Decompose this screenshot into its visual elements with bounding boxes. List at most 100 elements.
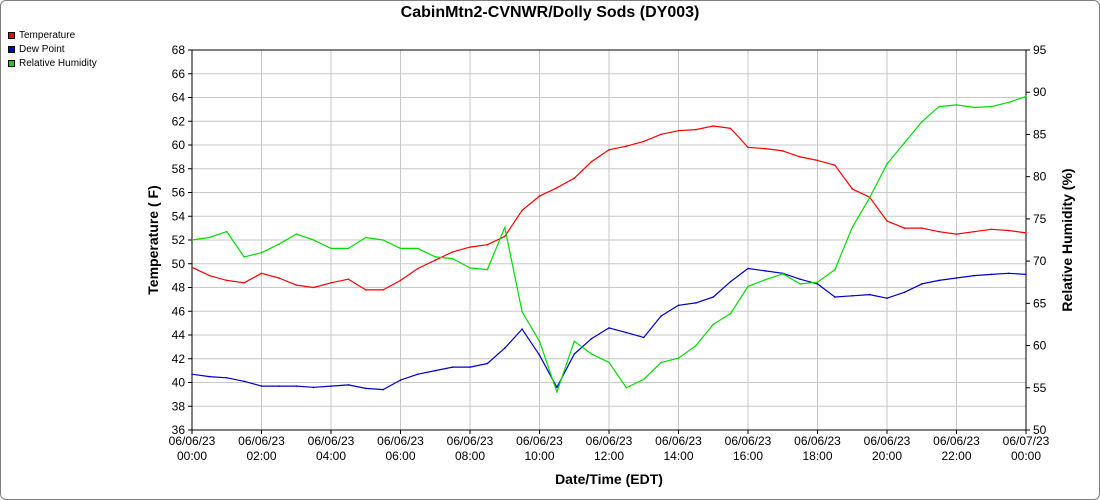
x-tick-time: 12:00 bbox=[594, 449, 624, 463]
y-tick-label: 68 bbox=[172, 43, 186, 57]
x-tick-date: 06/06/23 bbox=[864, 434, 911, 448]
data-point-temperature bbox=[903, 227, 906, 229]
legend-label-temperature: Temperature bbox=[19, 29, 76, 41]
y2-tick-label: 70 bbox=[1033, 254, 1047, 268]
x-tick-time: 10:00 bbox=[524, 449, 554, 463]
data-point-temperature bbox=[486, 243, 489, 246]
data-point-temperature bbox=[260, 272, 263, 275]
data-point-temperature bbox=[729, 127, 732, 130]
data-point-relative-humidity bbox=[816, 281, 819, 284]
x-tick-time: 00:00 bbox=[177, 449, 207, 463]
x-tick-time: 18:00 bbox=[802, 449, 832, 463]
x-tick-date: 06/06/23 bbox=[933, 434, 980, 448]
data-point-relative-humidity bbox=[243, 256, 245, 258]
x-tick-time: 16:00 bbox=[733, 449, 763, 463]
data-point-dew-point bbox=[799, 278, 801, 281]
y-tick-label: 40 bbox=[172, 376, 186, 390]
data-point-dew-point bbox=[903, 291, 906, 294]
x-tick-date: 06/06/23 bbox=[725, 434, 772, 448]
data-point-relative-humidity bbox=[990, 105, 993, 108]
y-tick-label: 46 bbox=[172, 304, 186, 318]
data-point-relative-humidity bbox=[973, 106, 975, 109]
data-point-relative-humidity bbox=[573, 340, 576, 343]
data-point-dew-point bbox=[660, 315, 662, 317]
data-point-temperature bbox=[538, 195, 541, 197]
data-point-relative-humidity bbox=[643, 378, 645, 381]
data-point-temperature bbox=[816, 159, 819, 162]
data-point-temperature bbox=[660, 133, 662, 136]
data-point-dew-point bbox=[208, 375, 211, 378]
data-point-dew-point bbox=[243, 380, 245, 383]
data-point-dew-point bbox=[868, 293, 871, 296]
x-tick-time: 06:00 bbox=[385, 449, 415, 463]
data-point-relative-humidity bbox=[903, 142, 906, 144]
data-point-temperature bbox=[1025, 232, 1027, 234]
data-point-relative-humidity bbox=[712, 323, 715, 326]
data-point-temperature bbox=[347, 278, 350, 281]
y-tick-label: 66 bbox=[172, 67, 186, 81]
data-point-dew-point bbox=[365, 387, 367, 390]
y-tick-label: 64 bbox=[172, 91, 186, 105]
data-point-relative-humidity bbox=[347, 247, 350, 250]
data-point-relative-humidity bbox=[278, 243, 280, 245]
data-point-dew-point bbox=[399, 379, 402, 381]
y2-tick-label: 85 bbox=[1033, 127, 1047, 141]
x-tick-time: 08:00 bbox=[455, 449, 485, 463]
data-point-dew-point bbox=[521, 328, 523, 330]
data-point-dew-point bbox=[851, 295, 854, 297]
data-point-temperature bbox=[764, 147, 767, 150]
data-point-dew-point bbox=[504, 347, 506, 349]
data-point-dew-point bbox=[312, 386, 315, 389]
data-point-temperature bbox=[243, 282, 245, 284]
data-point-relative-humidity bbox=[330, 247, 332, 250]
data-point-dew-point bbox=[382, 388, 384, 391]
data-point-temperature bbox=[608, 149, 610, 151]
y-tick-label: 42 bbox=[172, 352, 186, 366]
data-point-dew-point bbox=[938, 279, 940, 282]
data-point-relative-humidity bbox=[451, 257, 454, 260]
data-point-dew-point bbox=[1007, 272, 1010, 275]
data-point-dew-point bbox=[590, 337, 593, 340]
data-point-relative-humidity bbox=[608, 361, 610, 364]
legend: Temperature Dew Point Relative Humidity bbox=[8, 28, 97, 70]
data-point-temperature bbox=[226, 279, 228, 282]
data-point-dew-point bbox=[921, 283, 923, 285]
data-point-dew-point bbox=[886, 297, 888, 300]
data-point-relative-humidity bbox=[469, 267, 471, 269]
x-tick-date: 06/06/23 bbox=[586, 434, 633, 448]
data-point-dew-point bbox=[538, 354, 541, 357]
series-lines bbox=[191, 95, 1027, 393]
x-tick-time: 20:00 bbox=[872, 449, 902, 463]
data-point-temperature bbox=[834, 164, 836, 166]
data-point-temperature bbox=[312, 286, 315, 289]
y2-tick-label: 95 bbox=[1033, 43, 1047, 57]
data-point-temperature bbox=[625, 145, 628, 147]
grid bbox=[191, 49, 1027, 431]
legend-label-dew-point: Dew Point bbox=[19, 43, 65, 55]
legend-item-relative-humidity: Relative Humidity bbox=[8, 56, 97, 70]
data-point-relative-humidity bbox=[226, 230, 228, 233]
chart-title: CabinMtn2-CVNWR/Dolly Sods (DY003) bbox=[400, 4, 700, 21]
data-point-dew-point bbox=[573, 353, 576, 355]
y-tick-label: 50 bbox=[172, 257, 186, 271]
data-point-relative-humidity bbox=[260, 251, 263, 254]
data-point-dew-point bbox=[608, 327, 610, 329]
data-point-dew-point bbox=[278, 385, 280, 387]
data-point-dew-point bbox=[226, 377, 228, 379]
data-point-relative-humidity bbox=[556, 391, 558, 393]
y-tick-label: 44 bbox=[172, 328, 186, 342]
x-tick-date: 06/06/23 bbox=[655, 434, 702, 448]
data-point-temperature bbox=[521, 209, 523, 212]
data-point-relative-humidity bbox=[886, 163, 888, 165]
data-point-relative-humidity bbox=[295, 233, 298, 235]
x-tick-date: 06/06/23 bbox=[516, 434, 563, 448]
x-tick-time: 22:00 bbox=[941, 449, 971, 463]
y2-tick-label: 75 bbox=[1033, 212, 1047, 226]
data-point-dew-point bbox=[973, 274, 975, 277]
y-tick-label: 54 bbox=[172, 209, 186, 223]
data-point-temperature bbox=[417, 267, 419, 270]
x-tick-date: 06/07/23 bbox=[1003, 434, 1050, 448]
data-point-relative-humidity bbox=[782, 273, 784, 275]
data-point-relative-humidity bbox=[868, 197, 871, 199]
